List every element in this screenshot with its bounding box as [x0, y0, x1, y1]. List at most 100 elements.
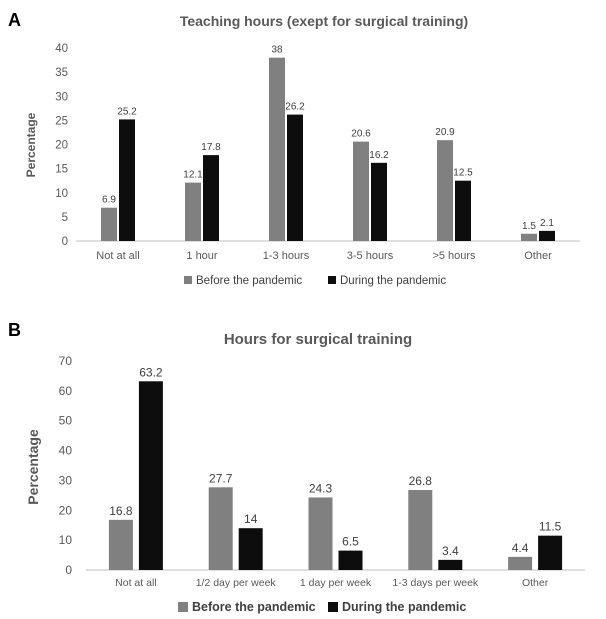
panel-a-data-label-during-1: 17.8 — [201, 142, 221, 153]
panel-b-title: Hours for surgical training — [224, 331, 412, 348]
panel-a-ylabel: Percentage — [24, 112, 38, 177]
panel-a-y-tick-8: 40 — [55, 43, 68, 55]
panel-a-y-tick-2: 10 — [55, 188, 68, 200]
panel-a-bar-before-1 — [185, 182, 201, 241]
panel-b-bar-before-4 — [508, 556, 533, 570]
panel-a-y-tick-0: 0 — [62, 236, 68, 248]
panel-a-category-label-4: >5 hours — [432, 250, 476, 262]
panel-a-legend-before: Before the pandemic — [196, 275, 302, 287]
panel-a-bar-during-2 — [287, 114, 303, 241]
panel-a-y-tick-7: 35 — [55, 67, 68, 79]
panel-a-data-label-before-4: 20.9 — [435, 127, 455, 138]
panel-a-data-label-during-0: 25.2 — [117, 106, 137, 117]
panel-a-bar-before-2 — [269, 57, 285, 242]
panel-b-category-label-2: 1 day per week — [300, 577, 372, 589]
panel-a-category-label-1: 1 hour — [186, 250, 218, 262]
panel-b-category-label-0: Not at all — [115, 577, 156, 589]
panel-a-bar-before-5 — [521, 233, 537, 241]
panel-b-data-label-during-4: 11.5 — [539, 520, 562, 534]
panel-a-legend-swatch-during — [328, 276, 336, 284]
panel-b-bar-during-3 — [438, 559, 463, 570]
panel-a-bar-before-0 — [101, 207, 117, 241]
panel-b-y-tick-7: 70 — [59, 354, 73, 368]
panel-a-data-label-before-5: 1.5 — [522, 221, 536, 232]
panel-a-data-label-before-2: 38 — [271, 45, 283, 56]
panel-b-bar-before-1 — [208, 487, 233, 570]
panel-b-bar-before-0 — [108, 519, 133, 570]
panel-a-bar-before-3 — [353, 141, 369, 241]
panel-b-y-tick-2: 20 — [59, 503, 73, 517]
panel-b-bars — [108, 381, 563, 570]
panel-b-category-label-3: 1-3 days per week — [392, 577, 479, 589]
panel-a-category-labels: Not at all 1 hour 1-3 hours 3-5 hours >5 hou… — [96, 250, 552, 262]
panel-b-data-label-before-2: 24.3 — [309, 481, 333, 495]
panel-b-ylabel: Percentage — [25, 429, 41, 505]
panel-a-category-label-0: Not at all — [96, 250, 139, 262]
panel-b: B Hours for surgical training Percentage… — [8, 320, 585, 614]
panel-b-y-tick-0: 0 — [65, 563, 72, 577]
panel-b-data-label-during-0: 63.2 — [139, 365, 163, 379]
panel-a-category-label-3: 3-5 hours — [347, 250, 394, 262]
panel-b-letter: B — [8, 320, 21, 340]
panel-a-bar-during-1 — [203, 155, 219, 241]
panel-a-bar-during-5 — [539, 230, 555, 241]
panel-b-bar-during-1 — [238, 528, 263, 570]
panel-b-bar-before-2 — [308, 497, 333, 570]
panel-b-y-tick-1: 10 — [59, 533, 73, 547]
panel-b-legend-swatch-before — [178, 602, 188, 612]
panel-b-category-labels: Not at all 1/2 day per week 1 day per week… — [115, 577, 549, 589]
panel-b-y-tick-4: 40 — [59, 444, 73, 458]
panel-a-data-labels: 6.9 25.2 12.1 17.8 38 26.2 20.6 16.2 20.9 12.5 1.5… — [102, 45, 554, 232]
panel-a-data-label-during-3: 16.2 — [369, 150, 389, 161]
panel-b-y-tick-6: 60 — [59, 384, 73, 398]
panel-b-category-label-4: Other — [522, 577, 549, 589]
panel-a-category-label-2: 1-3 hours — [263, 250, 310, 262]
panel-a-y-tick-1: 5 — [62, 212, 68, 224]
panel-a-data-label-before-0: 6.9 — [102, 195, 116, 206]
panel-b-data-label-during-2: 6.5 — [342, 535, 359, 549]
panel-b-legend-before: Before the pandemic — [192, 600, 316, 614]
panel-a-data-label-before-1: 12.1 — [183, 170, 203, 181]
panel-a-legend-swatch-before — [184, 276, 192, 284]
panel-a-letter: A — [8, 10, 21, 30]
panel-a-category-label-5: Other — [524, 250, 552, 262]
panel-a-data-label-before-3: 20.6 — [351, 129, 371, 140]
panel-a-y-tick-5: 25 — [55, 115, 68, 127]
panel-a-bar-during-4 — [455, 180, 471, 241]
panel-b-legend-swatch-during — [328, 602, 338, 612]
panel-b-legend-during: During the pandemic — [342, 600, 466, 614]
panel-b-data-label-before-1: 27.7 — [209, 471, 233, 485]
panel-b-data-label-before-3: 26.8 — [409, 474, 433, 488]
panel-a-data-label-during-5: 2.1 — [540, 218, 554, 229]
panel-a-y-ticks: 0 5 10 15 20 25 30 35 40 — [55, 43, 68, 248]
panel-a-y-tick-6: 30 — [55, 91, 68, 103]
panel-b-bar-during-4 — [538, 535, 563, 570]
panel-b-data-label-before-0: 16.8 — [109, 504, 133, 518]
panel-b-bar-during-0 — [138, 381, 163, 570]
panel-b-data-label-during-1: 14 — [244, 512, 258, 526]
panel-a-legend-during: During the pandemic — [340, 275, 446, 287]
panel-a-bar-before-4 — [437, 140, 453, 241]
panel-a-title: Teaching hours (exept for surgical train… — [180, 13, 468, 29]
panel-b-bar-before-3 — [408, 489, 433, 570]
panel-a-data-label-during-4: 12.5 — [453, 168, 473, 179]
panel-b-y-tick-3: 30 — [59, 473, 73, 487]
panel-b-y-ticks: 0 10 20 30 40 50 60 70 — [59, 354, 73, 577]
panel-b-bar-during-2 — [338, 550, 363, 570]
panel-a-bar-during-3 — [371, 162, 387, 241]
panel-b-data-label-before-4: 4.4 — [512, 541, 529, 555]
panel-b-data-label-during-3: 3.4 — [442, 544, 459, 558]
panel-b-y-tick-5: 50 — [59, 414, 73, 428]
panel-a-legend: Before the pandemic During the pandemic — [184, 275, 446, 287]
panel-b-legend: Before the pandemic During the pandemic — [178, 600, 466, 614]
panel-a-bar-during-0 — [119, 119, 135, 241]
panel-b-data-labels: 16.8 63.2 27.7 14 24.3 6.5 26.8 3.4 4.4 11.5 — [109, 365, 561, 558]
panel-a-y-tick-4: 20 — [55, 140, 68, 152]
panel-a-bars — [101, 57, 555, 242]
panel-a: A Teaching hours (exept for surgical tra… — [8, 10, 580, 287]
panel-b-category-label-1: 1/2 day per week — [196, 577, 277, 589]
panel-a-data-label-during-2: 26.2 — [285, 102, 305, 113]
panel-a-y-tick-3: 15 — [55, 164, 68, 176]
